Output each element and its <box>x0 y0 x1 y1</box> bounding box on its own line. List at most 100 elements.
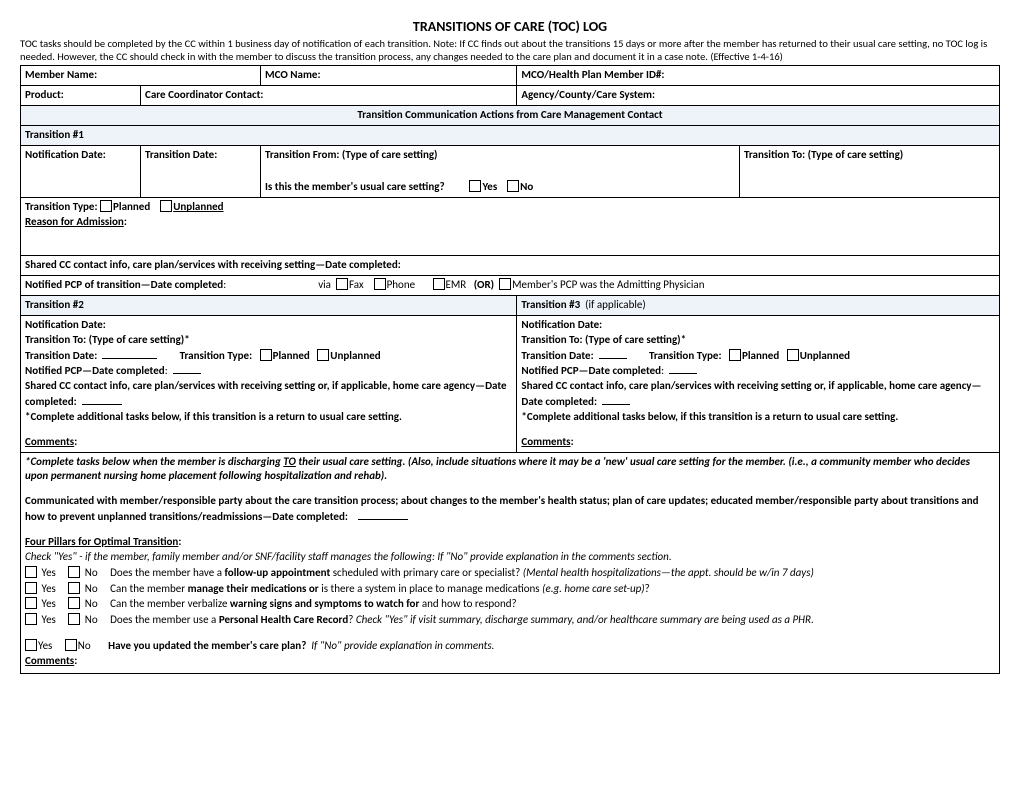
t1-type-reason[interactable]: Transition Type: Planned Unplanned Reaso… <box>21 198 1000 256</box>
t1-transition-from[interactable]: Transition From: (Type of care setting) … <box>261 145 740 198</box>
t3-to: Transition To: (Type of care setting)* <box>521 333 686 346</box>
q3b: warning signs and symptoms to watch for <box>230 597 419 610</box>
discharge-block[interactable]: *Complete tasks below when the member is… <box>21 452 1000 673</box>
t3-unplanned: Unplanned <box>800 349 850 362</box>
q3-yes: Yes <box>42 597 56 610</box>
t3-pcp: Notified PCP—Date completed <box>521 364 661 377</box>
t1-phone-checkbox[interactable] <box>374 278 386 290</box>
cp-yes-checkbox[interactable] <box>25 639 37 651</box>
q3-no: No <box>85 597 98 610</box>
t1-fax: Fax <box>349 278 364 291</box>
t2-planned-checkbox[interactable] <box>260 349 272 361</box>
t3-shared: Shared CC contact info, care plan/servic… <box>521 379 981 408</box>
agency-cell[interactable]: Agency/County/Care System: <box>517 86 1000 106</box>
q4d: Check "Yes" if visit summary, discharge … <box>356 613 814 626</box>
cp-q: Have you updated the member's care plan? <box>108 639 306 652</box>
t3-planned-checkbox[interactable] <box>729 349 741 361</box>
t2-planned: Planned <box>273 349 310 362</box>
t1-notification-date[interactable]: Notification Date: <box>21 145 141 198</box>
t2-body[interactable]: Notification Date: Transition To: (Type … <box>21 315 517 452</box>
t3-planned: Planned <box>742 349 779 362</box>
t1-unplanned-checkbox[interactable] <box>160 200 172 212</box>
t1-transition-to[interactable]: Transition To: (Type of care setting) <box>740 145 1000 198</box>
t1-transition-date[interactable]: Transition Date: <box>141 145 261 198</box>
t3-unplanned-checkbox[interactable] <box>787 349 799 361</box>
q3-yes-checkbox[interactable] <box>25 597 37 609</box>
t1-admit: Member's PCP was the Admitting Physician <box>512 278 704 291</box>
q2c: is there a system in place to manage med… <box>319 582 542 595</box>
q1-no-checkbox[interactable] <box>68 566 80 578</box>
q1c: scheduled with primary care or specialis… <box>330 566 523 579</box>
t1-reason-label: Reason for Admission <box>25 215 124 230</box>
q1a: Does the member have a <box>110 566 224 579</box>
t1-usual-no: No <box>520 180 533 193</box>
q1d: (Mental health hospitalizations—the appt… <box>523 566 814 579</box>
q2-no: No <box>85 582 98 595</box>
t2-note: *Complete additional tasks below, if thi… <box>25 410 402 423</box>
q2-no-checkbox[interactable] <box>68 582 80 594</box>
q2b: manage their medications or <box>188 582 319 595</box>
q4-no: No <box>85 613 98 626</box>
t2-ttype: Transition Type: <box>180 349 253 362</box>
q4b: Personal Health Care Record <box>219 613 348 626</box>
four-pillars: Four Pillars for Optimal Transition <box>25 535 178 550</box>
t2-pcp: Notified PCP—Date completed <box>25 364 165 377</box>
transition3-header: Transition #3 (if applicable) <box>517 296 1000 316</box>
dis-p2: Communicated with member/responsible par… <box>25 494 979 523</box>
four-pillars-check: Check "Yes" - if the member, family memb… <box>25 550 672 563</box>
t3-notif: Notification Date: <box>521 318 602 331</box>
t1-emr-checkbox[interactable] <box>433 278 445 290</box>
t3-body[interactable]: Notification Date: Transition To: (Type … <box>517 315 1000 452</box>
q2d: (e.g. home care set-up) <box>542 582 645 595</box>
q3-no-checkbox[interactable] <box>68 597 80 609</box>
q4-no-checkbox[interactable] <box>68 613 80 625</box>
member-id-cell[interactable]: MCO/Health Plan Member ID#: <box>517 66 1000 86</box>
dis-p1b: TO <box>283 455 296 470</box>
t1-usual-yes-checkbox[interactable] <box>469 180 481 192</box>
dis-p1a: *Complete tasks below when the member is… <box>25 455 283 468</box>
cp-yes: Yes <box>38 639 52 652</box>
t1-fax-checkbox[interactable] <box>336 278 348 290</box>
t1-or: (OR) <box>474 278 494 291</box>
q1-yes: Yes <box>42 566 56 579</box>
t1-usual-label: Is this the member's usual care setting? <box>265 180 445 193</box>
t1-usual-no-checkbox[interactable] <box>507 180 519 192</box>
q3a: Can the member verbalize <box>110 597 230 610</box>
t3-tdate: Transition Date: <box>521 349 593 362</box>
page-title: TRANSITIONS OF CARE (TOC) LOG <box>20 18 1000 35</box>
intro-text: TOC tasks should be completed by the CC … <box>20 37 1000 63</box>
t3-ttype: Transition Type: <box>649 349 722 362</box>
dis-comments: Comments <box>25 654 74 669</box>
t1-admit-checkbox[interactable] <box>499 278 511 290</box>
t1-usual-yes: Yes <box>482 180 497 193</box>
t1-notified-pcp[interactable]: Notified PCP of transition—Date complete… <box>21 276 1000 296</box>
q1b: follow-up appointment <box>224 566 330 579</box>
t1-unplanned: Unplanned <box>173 200 223 215</box>
t1-planned-checkbox[interactable] <box>100 200 112 212</box>
cp-no-checkbox[interactable] <box>65 639 77 651</box>
transition1-header: Transition #1 <box>21 125 1000 145</box>
section-header: Transition Communication Actions from Ca… <box>21 105 1000 125</box>
t3-note: *Complete additional tasks below, if thi… <box>521 410 898 423</box>
care-coordinator-cell[interactable]: Care Coordinator Contact: <box>141 86 517 106</box>
q1-no: No <box>85 566 98 579</box>
cp-no: No <box>78 639 91 652</box>
q4-yes: Yes <box>42 613 56 626</box>
t1-phone: Phone <box>387 278 416 291</box>
t2-comments: Comments <box>25 435 74 450</box>
member-name-cell[interactable]: Member Name: <box>21 66 261 86</box>
mco-name-cell[interactable]: MCO Name: <box>261 66 517 86</box>
t2-unplanned-checkbox[interactable] <box>317 349 329 361</box>
q4c: ? <box>348 613 356 626</box>
t1-via: via <box>318 278 331 291</box>
t2-notif: Notification Date: <box>25 318 106 331</box>
t2-to: Transition To: (Type of care setting)* <box>25 333 190 346</box>
product-cell[interactable]: Product: <box>21 86 141 106</box>
q1-yes-checkbox[interactable] <box>25 566 37 578</box>
q4-yes-checkbox[interactable] <box>25 613 37 625</box>
q2-yes: Yes <box>42 582 56 595</box>
t1-shared-cc[interactable]: Shared CC contact info, care plan/servic… <box>21 256 1000 276</box>
t1-type-label: Transition Type: <box>25 200 98 213</box>
q2-yes-checkbox[interactable] <box>25 582 37 594</box>
t3-comments: Comments <box>521 435 570 450</box>
